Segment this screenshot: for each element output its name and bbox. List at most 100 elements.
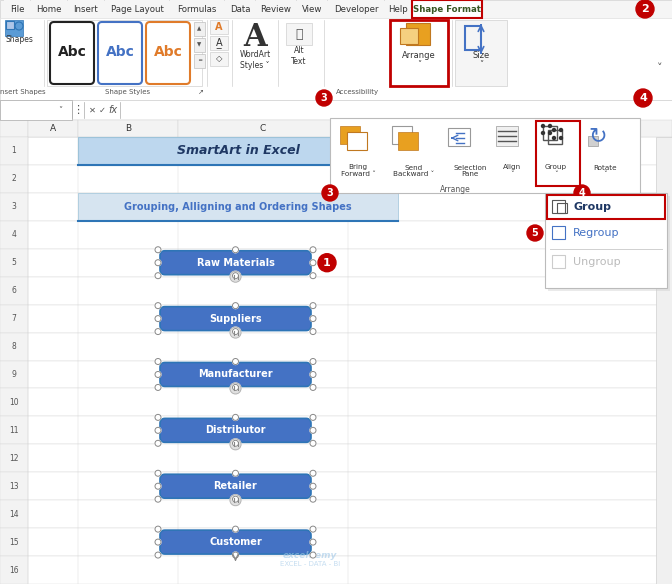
Circle shape: [310, 526, 316, 532]
Bar: [0, 100, 72, 120]
Circle shape: [310, 371, 316, 377]
Circle shape: [310, 496, 316, 502]
Text: 16: 16: [9, 565, 19, 575]
Text: A: A: [50, 124, 56, 133]
Circle shape: [233, 496, 239, 502]
Text: Rotate
˅: Rotate ˅: [593, 165, 617, 178]
Text: B: B: [125, 124, 131, 133]
Text: ✕: ✕: [89, 106, 95, 114]
FancyBboxPatch shape: [50, 22, 94, 84]
Bar: [0, 193, 672, 221]
Circle shape: [548, 124, 552, 127]
Circle shape: [155, 315, 161, 322]
Circle shape: [310, 539, 316, 545]
Text: 4: 4: [579, 188, 585, 198]
Circle shape: [310, 415, 316, 420]
Bar: [0, 120, 28, 137]
Text: Manufacturer: Manufacturer: [198, 370, 273, 380]
Text: ▼: ▼: [198, 43, 202, 47]
Text: ↗: ↗: [198, 89, 204, 95]
Text: Ungroup: Ungroup: [573, 257, 621, 267]
Text: 15: 15: [9, 538, 19, 547]
Bar: [0, 193, 28, 221]
Text: View: View: [302, 5, 322, 13]
Bar: [0, 416, 672, 444]
Bar: [0, 444, 28, 472]
Circle shape: [155, 539, 161, 545]
Circle shape: [233, 440, 239, 446]
Text: 3: 3: [327, 188, 333, 198]
Bar: [0, 305, 28, 332]
Text: C: C: [260, 124, 266, 133]
Text: Bring
Forward ˅: Bring Forward ˅: [341, 165, 376, 178]
Bar: [78, 137, 398, 165]
Circle shape: [233, 384, 239, 391]
Text: ═: ═: [198, 58, 201, 64]
Text: Regroup: Regroup: [573, 228, 620, 238]
Circle shape: [233, 359, 239, 364]
Circle shape: [233, 247, 239, 253]
Text: ⋮: ⋮: [73, 105, 83, 115]
Text: 11: 11: [9, 426, 19, 435]
Text: Home: Home: [36, 5, 62, 13]
Text: Abc: Abc: [106, 45, 134, 59]
Circle shape: [233, 415, 239, 420]
Bar: [0, 137, 672, 165]
Circle shape: [527, 225, 543, 241]
Text: ▲: ▲: [198, 26, 202, 32]
Circle shape: [155, 415, 161, 420]
Circle shape: [310, 440, 316, 446]
Circle shape: [310, 315, 316, 322]
Bar: [210, 20, 228, 34]
Text: Insert: Insert: [74, 5, 98, 13]
Text: 13: 13: [9, 482, 19, 491]
Circle shape: [230, 383, 241, 394]
Text: Grouping, Alligning and Ordering Shapes: Grouping, Alligning and Ordering Shapes: [124, 202, 352, 212]
Text: 1: 1: [11, 147, 16, 155]
Circle shape: [552, 137, 556, 140]
Bar: [68, 0, 104, 18]
Text: 4: 4: [639, 93, 647, 103]
Circle shape: [310, 552, 316, 558]
Bar: [78, 120, 178, 137]
Circle shape: [233, 303, 239, 308]
Bar: [552, 200, 565, 213]
Text: Help: Help: [388, 5, 408, 13]
Text: Formulas: Formulas: [177, 5, 216, 13]
Text: File: File: [10, 5, 24, 13]
Bar: [0, 360, 28, 388]
Circle shape: [230, 327, 241, 338]
Circle shape: [548, 131, 552, 134]
Circle shape: [155, 273, 161, 279]
Circle shape: [155, 260, 161, 266]
Circle shape: [233, 552, 239, 558]
Bar: [0, 388, 672, 416]
Bar: [210, 36, 228, 50]
Bar: [0, 360, 672, 388]
Circle shape: [155, 247, 161, 253]
Bar: [448, 128, 470, 146]
Bar: [385, 0, 411, 18]
Text: exceldemy: exceldemy: [283, 551, 337, 559]
Circle shape: [574, 185, 590, 201]
Bar: [0, 556, 672, 584]
Circle shape: [310, 470, 316, 476]
Text: ◇: ◇: [216, 54, 222, 64]
Text: Page Layout: Page Layout: [111, 5, 163, 13]
Circle shape: [310, 260, 316, 266]
Text: A: A: [243, 23, 267, 54]
Bar: [297, 0, 327, 18]
Text: 4: 4: [11, 230, 16, 239]
Text: Shapes: Shapes: [5, 34, 33, 43]
Bar: [0, 100, 672, 120]
FancyBboxPatch shape: [160, 418, 311, 442]
Bar: [0, 472, 28, 500]
Bar: [0, 388, 28, 416]
Bar: [0, 137, 28, 165]
Text: A̲: A̲: [216, 37, 222, 48]
Bar: [210, 52, 228, 66]
Bar: [0, 528, 672, 556]
Bar: [548, 196, 670, 291]
Text: Abc: Abc: [154, 45, 182, 59]
Bar: [340, 126, 360, 144]
